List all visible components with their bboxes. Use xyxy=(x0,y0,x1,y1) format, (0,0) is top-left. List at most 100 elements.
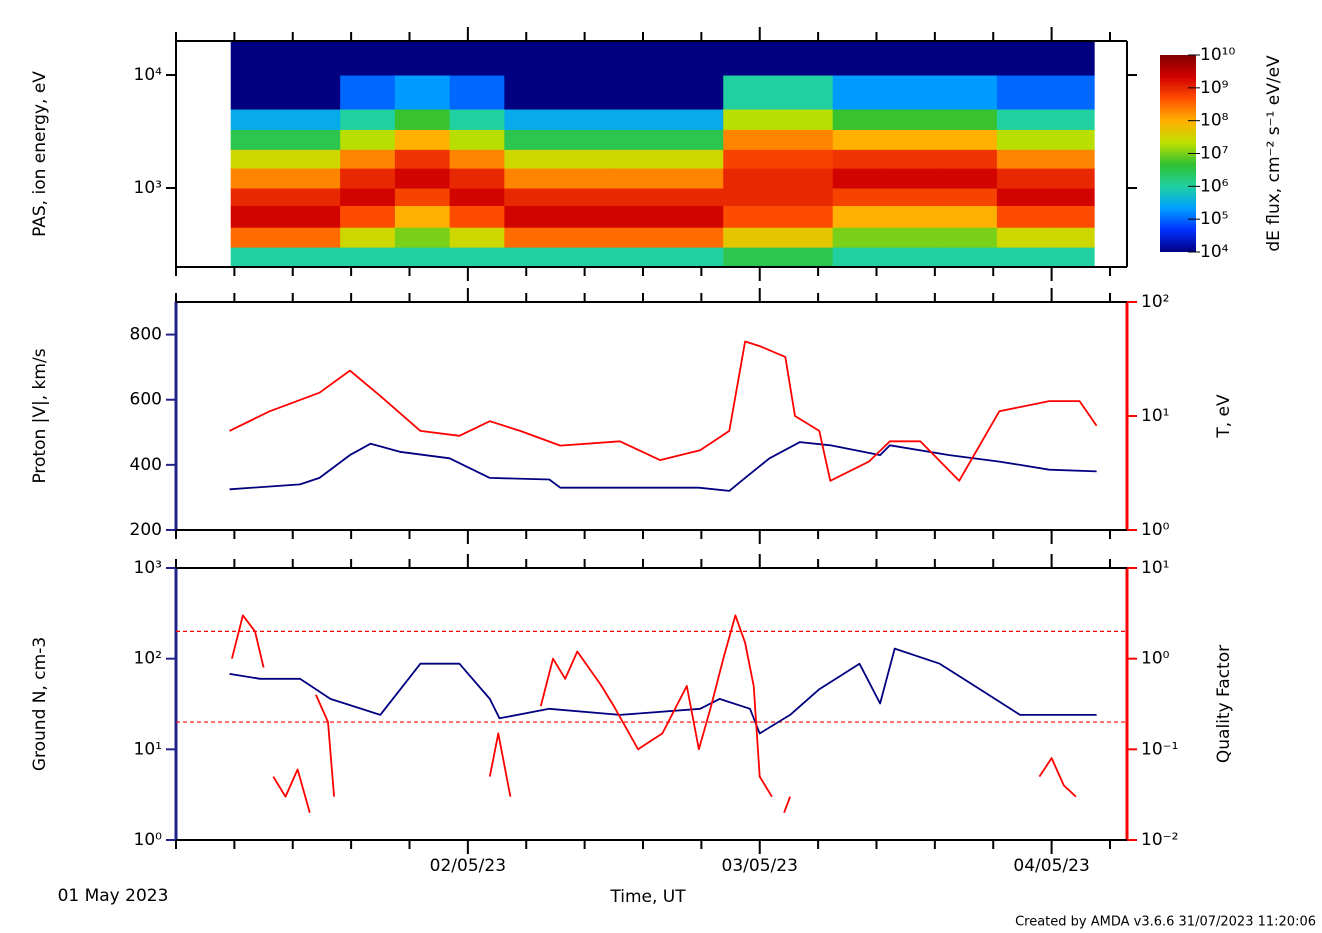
heat-cell xyxy=(832,129,888,150)
heat-cell xyxy=(887,149,943,169)
heat-cell xyxy=(504,188,560,207)
heat-cell xyxy=(668,227,724,248)
heat-cell xyxy=(285,168,341,189)
heat-cell xyxy=(559,149,615,169)
heat-cell xyxy=(1051,75,1095,110)
heat-cell xyxy=(942,149,998,169)
heat-cell xyxy=(504,227,560,248)
heat-cell xyxy=(340,75,396,110)
y-tick-label: 800 xyxy=(130,325,162,345)
colorbar-tick-label: 10⁶ xyxy=(1200,176,1229,196)
heat-cell xyxy=(942,129,998,150)
heat-cell xyxy=(996,168,1053,189)
heat-cell xyxy=(285,227,341,248)
heat-cell xyxy=(887,227,943,248)
heat-cell xyxy=(668,129,724,150)
heat-cell xyxy=(449,188,505,207)
heat-cell xyxy=(723,75,779,110)
heat-cell xyxy=(668,168,724,189)
heat-cell xyxy=(613,247,670,268)
heat-cell xyxy=(340,129,396,150)
heat-cell xyxy=(285,129,341,150)
heat-cell xyxy=(996,149,1053,169)
heat-cell xyxy=(613,41,670,76)
heat-cell xyxy=(230,247,286,268)
heat-cell xyxy=(504,75,560,110)
heat-cell xyxy=(996,205,1053,228)
heat-cell xyxy=(668,109,724,130)
heat-cell xyxy=(723,227,779,248)
heat-cell xyxy=(449,205,505,228)
heat-cell xyxy=(723,205,779,228)
heat-cell xyxy=(449,168,505,189)
heat-cell xyxy=(285,109,341,130)
heat-cell xyxy=(285,247,341,268)
heat-cell xyxy=(394,75,451,110)
heat-cell xyxy=(1051,205,1095,228)
heat-cell xyxy=(777,149,834,169)
heat-cell xyxy=(777,41,834,76)
spectrogram xyxy=(230,41,1095,268)
heat-cell xyxy=(230,41,286,76)
heat-cell xyxy=(832,168,888,189)
colorbar-tick-label: 10¹⁰ xyxy=(1200,45,1235,65)
y-tick-label: 10¹ xyxy=(134,739,162,759)
heat-cell xyxy=(887,205,943,228)
heat-cell xyxy=(996,188,1053,207)
heat-cell xyxy=(723,247,779,268)
heat-cell xyxy=(230,227,286,248)
heat-cell xyxy=(449,247,505,268)
heat-cell xyxy=(613,149,670,169)
heat-cell xyxy=(1051,188,1095,207)
y2-tick-label: 10¹ xyxy=(1141,558,1169,578)
heat-cell xyxy=(449,75,505,110)
heat-cell xyxy=(340,227,396,248)
heat-cell xyxy=(394,129,451,150)
heat-cell xyxy=(777,205,834,228)
y2-tick-label: 10² xyxy=(1141,292,1169,312)
heat-cell xyxy=(996,75,1053,110)
heat-cell xyxy=(449,129,505,150)
heat-cell xyxy=(1051,149,1095,169)
heat-cell xyxy=(832,75,888,110)
heat-cell xyxy=(449,227,505,248)
heat-cell xyxy=(723,168,779,189)
data-line xyxy=(229,340,1098,482)
heat-cell xyxy=(504,129,560,150)
x-axis-title: Time, UT xyxy=(609,887,686,907)
heat-cell xyxy=(394,109,451,130)
heat-cell xyxy=(668,75,724,110)
heat-cell xyxy=(285,149,341,169)
heat-cell xyxy=(559,41,615,76)
heat-cell xyxy=(832,188,888,207)
y2-tick-label: 10⁻² xyxy=(1141,830,1178,850)
heat-cell xyxy=(230,75,286,110)
heat-cell xyxy=(942,205,998,228)
y-tick-label: 10³ xyxy=(134,558,162,578)
heat-cell xyxy=(723,188,779,207)
data-line xyxy=(229,441,1097,492)
heat-cell xyxy=(340,41,396,76)
heat-cell xyxy=(340,168,396,189)
heat-cell xyxy=(832,227,888,248)
heat-cell xyxy=(777,109,834,130)
heat-cell xyxy=(340,247,396,268)
heat-cell xyxy=(777,168,834,189)
heat-cell xyxy=(996,227,1053,248)
y-tick-label: 400 xyxy=(130,455,162,475)
heat-cell xyxy=(887,168,943,189)
y-axis-title: PAS, ion energy, eV xyxy=(30,71,50,237)
heat-cell xyxy=(832,41,888,76)
heat-cell xyxy=(668,188,724,207)
heat-cell xyxy=(668,247,724,268)
heat-cell xyxy=(1051,227,1095,248)
heat-cell xyxy=(942,227,998,248)
heat-cell xyxy=(504,205,560,228)
heat-cell xyxy=(340,188,396,207)
heat-cell xyxy=(942,188,998,207)
heat-cell xyxy=(285,41,341,76)
y2-tick-label: 10⁻¹ xyxy=(1141,739,1178,759)
data-line xyxy=(231,614,1077,814)
heat-cell xyxy=(942,41,998,76)
heat-cell xyxy=(394,149,451,169)
